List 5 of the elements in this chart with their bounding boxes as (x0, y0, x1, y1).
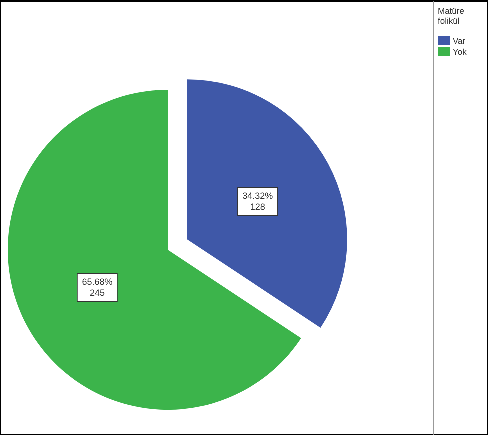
data-label: 34.32% 128 (242, 190, 274, 212)
data-label: 65.68% 245 (82, 276, 113, 298)
legend-label: Yok (453, 47, 468, 57)
legend-label: Var (453, 36, 466, 46)
legend-title: Matüre folikül (438, 6, 465, 26)
